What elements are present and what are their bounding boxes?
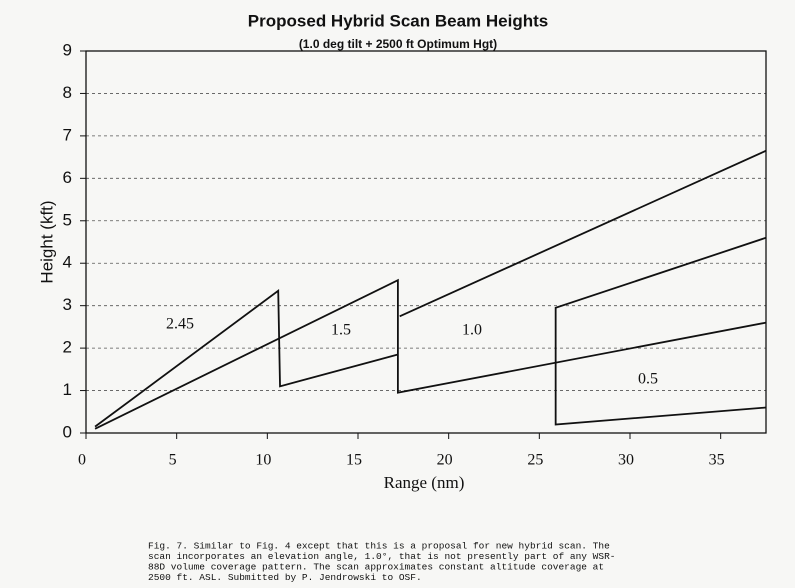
- y-tick-label: 5: [63, 210, 72, 229]
- chart-subtitle: (1.0 deg tilt + 2500 ft Optimum Hgt): [299, 37, 497, 51]
- y-tick-label: 9: [63, 40, 72, 59]
- caption-line: Fig. 7. Similar to Fig. 4 except that th…: [148, 541, 610, 552]
- x-tick-label: 25: [527, 452, 543, 469]
- caption-line: 2500 ft. ASL. Submitted by P. Jendrowski…: [148, 572, 422, 583]
- x-axis-label: Range (nm): [384, 473, 465, 492]
- y-tick-label: 6: [63, 168, 72, 187]
- y-tick-label: 2: [63, 338, 72, 357]
- plot-frame: [85, 50, 767, 434]
- x-tick-label: 20: [437, 452, 453, 469]
- y-tick-label: 4: [63, 253, 72, 272]
- beam-annotation: 2.45: [166, 316, 194, 333]
- y-axis-label: Height (kft): [37, 200, 56, 283]
- y-tick-label: 7: [63, 125, 72, 144]
- beam-line: [399, 149, 767, 318]
- beam-line: [554, 236, 767, 426]
- y-tick-label: 3: [63, 295, 72, 314]
- caption-line: 88D volume coverage pattern. The scan ap…: [148, 562, 604, 573]
- y-tick-label: 0: [63, 422, 72, 441]
- x-tick-label: 35: [709, 452, 725, 469]
- x-tick-label: 30: [618, 452, 634, 469]
- x-tick-label: 10: [255, 452, 271, 469]
- beam-annotation: 1.0: [462, 322, 482, 339]
- beam-annotation: 1.5: [331, 322, 351, 339]
- beam-annotation: 0.5: [638, 371, 658, 388]
- y-tick-label: 8: [63, 83, 72, 102]
- x-tick-label: 15: [346, 452, 362, 469]
- caption-line: scan incorporates an elevation angle, 1.…: [148, 551, 615, 562]
- beam-line: [94, 278, 767, 430]
- x-tick-label: 0: [78, 452, 86, 469]
- chart-title: Proposed Hybrid Scan Beam Heights: [248, 11, 548, 30]
- y-tick-label: 1: [63, 380, 72, 399]
- x-tick-label: 5: [169, 452, 177, 469]
